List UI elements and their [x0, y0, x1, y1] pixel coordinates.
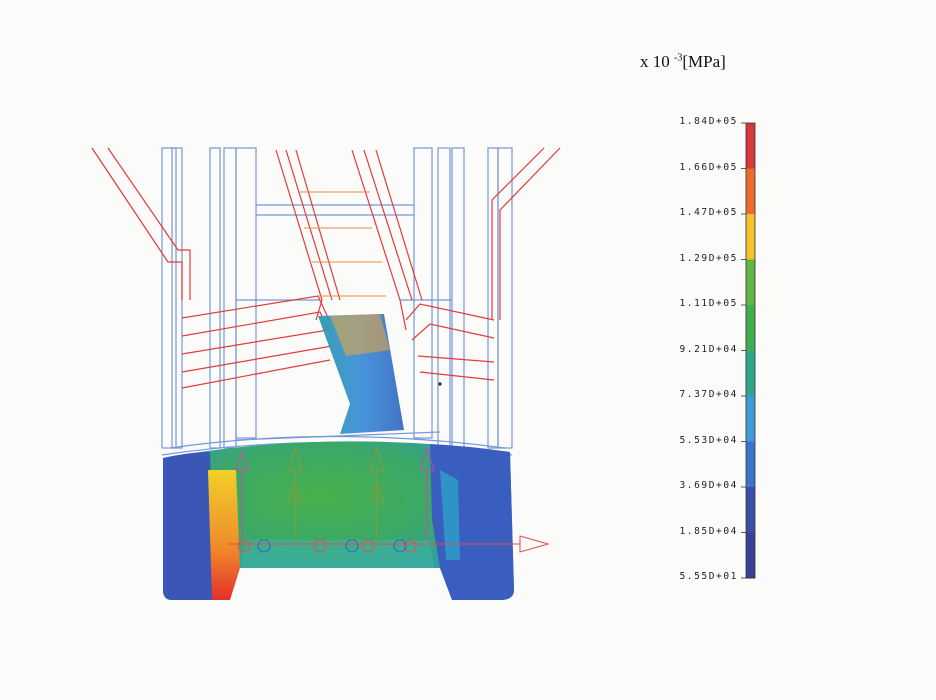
scale-label: 1.66D+05 — [679, 161, 738, 173]
scale-label: 1.47D+05 — [679, 207, 738, 218]
scale-label: 1.11D+05 — [679, 298, 738, 309]
scale-label: 1.29D+05 — [679, 252, 738, 264]
scale-segment — [746, 487, 755, 533]
scale-segment — [746, 305, 755, 351]
scale-label: 1.84D+05 — [679, 116, 738, 127]
scale-segment — [746, 168, 755, 215]
units-label: x 10 -3[MPa] — [640, 52, 726, 72]
units-exponent: -3 — [674, 52, 683, 64]
units-unit: [MPa] — [682, 52, 726, 71]
scale-segment — [746, 259, 755, 306]
scale-segment — [746, 123, 755, 169]
scale-segment — [746, 532, 755, 579]
scale-label: 5.53D+04 — [679, 434, 738, 446]
scale-label: 9.21D+04 — [679, 343, 738, 355]
scale-label: 7.37D+04 — [679, 389, 738, 400]
scale-segment — [746, 441, 755, 488]
stress-base — [163, 441, 514, 600]
scale-label: 5.55D+01 — [679, 571, 738, 582]
scale-segment — [746, 350, 755, 397]
wireframe-orange — [300, 191, 386, 297]
scale-label: 1.85D+04 — [679, 525, 738, 537]
scale-segment — [746, 396, 755, 442]
scale-segment — [746, 214, 755, 260]
scale-label: 3.69D+04 — [679, 480, 738, 491]
wireframe-red — [91, 147, 561, 389]
load-arrows — [228, 446, 550, 553]
units-prefix: x 10 — [640, 52, 670, 71]
